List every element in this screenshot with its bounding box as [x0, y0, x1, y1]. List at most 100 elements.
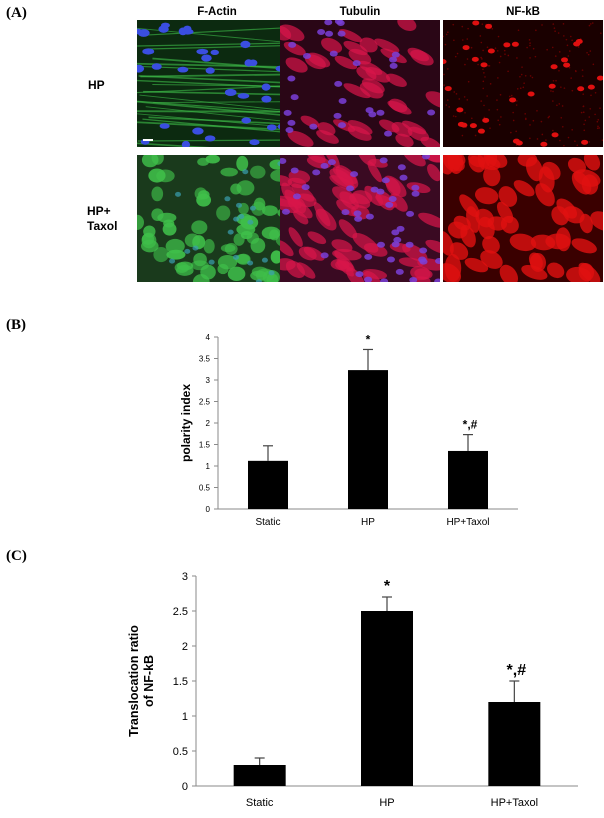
- background-speckle: [541, 133, 544, 136]
- nfkb-cell: [566, 266, 592, 282]
- background-speckle: [600, 32, 602, 35]
- nucleus: [327, 159, 336, 166]
- background-speckle: [554, 30, 556, 32]
- background-speckle: [500, 116, 502, 118]
- nucleus: [381, 177, 390, 184]
- nfkb-nucleus: [472, 20, 480, 26]
- background-speckle: [482, 68, 484, 71]
- column-header-nf-kb: NF-kB: [506, 6, 540, 18]
- background-speckle: [483, 72, 485, 74]
- nucleus: [350, 171, 359, 178]
- tubulin-cell: [287, 198, 313, 219]
- tubulin-cell: [397, 20, 417, 31]
- nfkb-cell: [499, 264, 519, 282]
- background-speckle: [531, 76, 534, 79]
- nucleus: [244, 59, 253, 67]
- nucleus: [292, 193, 301, 200]
- nucleus: [227, 229, 234, 235]
- nfkb-cell: [486, 155, 508, 168]
- polarity-y-tick-label: 4: [206, 333, 211, 342]
- tubulin-cell: [424, 155, 440, 163]
- background-speckle: [464, 63, 466, 66]
- row-label-hp-taxol-line1: HP+: [87, 204, 111, 218]
- nfkb-cell: [482, 236, 500, 254]
- micrograph-hp-taxol-nf-kb: [443, 155, 603, 282]
- background-speckle: [483, 116, 486, 119]
- polarity-y-tick-label: 0: [206, 505, 211, 514]
- nfkb-translocation-chart: 0 0.5 1 1.5 2 2.5 3 Translocation ratioof NF-kB…: [127, 571, 578, 809]
- background-speckle: [443, 84, 445, 86]
- tubulin-cell: [385, 73, 407, 87]
- nfkb-cell: [513, 180, 535, 197]
- background-speckle: [577, 46, 580, 48]
- background-speckle: [569, 35, 572, 38]
- background-speckle: [447, 31, 449, 33]
- translocation-y-tick-label: 0.5: [173, 746, 188, 758]
- background-speckle: [496, 99, 498, 101]
- background-speckle: [504, 53, 506, 55]
- background-speckle: [515, 130, 517, 133]
- actin-fiber: [137, 101, 291, 117]
- nucleus: [285, 127, 294, 134]
- tubulin-cell: [407, 47, 430, 62]
- background-speckle: [568, 50, 571, 52]
- nfkb-cell: [496, 201, 514, 224]
- background-speckle: [566, 44, 569, 47]
- nucleus: [242, 169, 249, 175]
- background-speckle: [510, 131, 512, 134]
- background-speckle: [497, 77, 499, 79]
- actin-blob: [250, 238, 266, 254]
- actin-blob: [217, 254, 238, 270]
- background-speckle: [464, 111, 466, 114]
- background-speckle: [560, 116, 563, 119]
- nucleus: [329, 50, 338, 57]
- nucleus: [249, 139, 260, 146]
- nucleus: [397, 164, 406, 171]
- nucleus: [396, 225, 405, 232]
- polarity-index-chart: 0 0.5 1 1.5 2 2.5 3 3.5 4 polarity index Static HP *…: [179, 332, 518, 528]
- background-speckle: [597, 125, 599, 128]
- background-speckle: [519, 75, 521, 78]
- background-speckle: [582, 105, 585, 108]
- nucleus: [312, 169, 321, 176]
- tubulin-cell: [329, 168, 354, 188]
- nucleus: [384, 130, 393, 137]
- background-speckle: [601, 139, 603, 141]
- tubulin-cell: [313, 201, 331, 227]
- nucleus: [338, 122, 347, 129]
- translocation-bar-hp-taxol: [488, 702, 541, 786]
- nucleus: [368, 111, 377, 118]
- nucleus: [268, 270, 275, 276]
- background-speckle: [557, 32, 560, 34]
- nucleus: [287, 119, 296, 126]
- micrograph-hp-f-actin: [137, 20, 297, 147]
- nfkb-cell: [590, 211, 603, 231]
- nucleus: [204, 135, 216, 142]
- nfkb-cell: [498, 186, 518, 207]
- background-speckle: [548, 115, 551, 118]
- background-speckle: [484, 76, 486, 78]
- nucleus: [338, 97, 347, 104]
- nucleus: [210, 49, 219, 55]
- nucleus: [405, 241, 414, 248]
- actin-fiber: [137, 139, 297, 142]
- nfkb-cell: [573, 169, 601, 187]
- actin-blob: [148, 168, 166, 183]
- background-speckle: [541, 24, 543, 26]
- nucleus: [169, 258, 176, 264]
- background-speckle: [520, 73, 523, 76]
- nfkb-cell: [474, 187, 499, 205]
- background-speckle: [512, 119, 515, 122]
- nfkb-cell: [447, 155, 464, 174]
- tubulin-cell: [410, 266, 431, 281]
- translocation-bar-hp: [361, 611, 413, 786]
- polarity-category-label: Static: [255, 517, 280, 528]
- tubulin-cell: [427, 163, 440, 182]
- polarity-y-tick-label: 0.5: [199, 483, 211, 492]
- nucleus: [377, 241, 386, 248]
- background-speckle: [590, 23, 592, 25]
- background-speckle: [550, 90, 552, 92]
- tubulin-cell: [347, 125, 372, 141]
- background-speckle: [571, 89, 574, 92]
- background-speckle: [467, 27, 469, 30]
